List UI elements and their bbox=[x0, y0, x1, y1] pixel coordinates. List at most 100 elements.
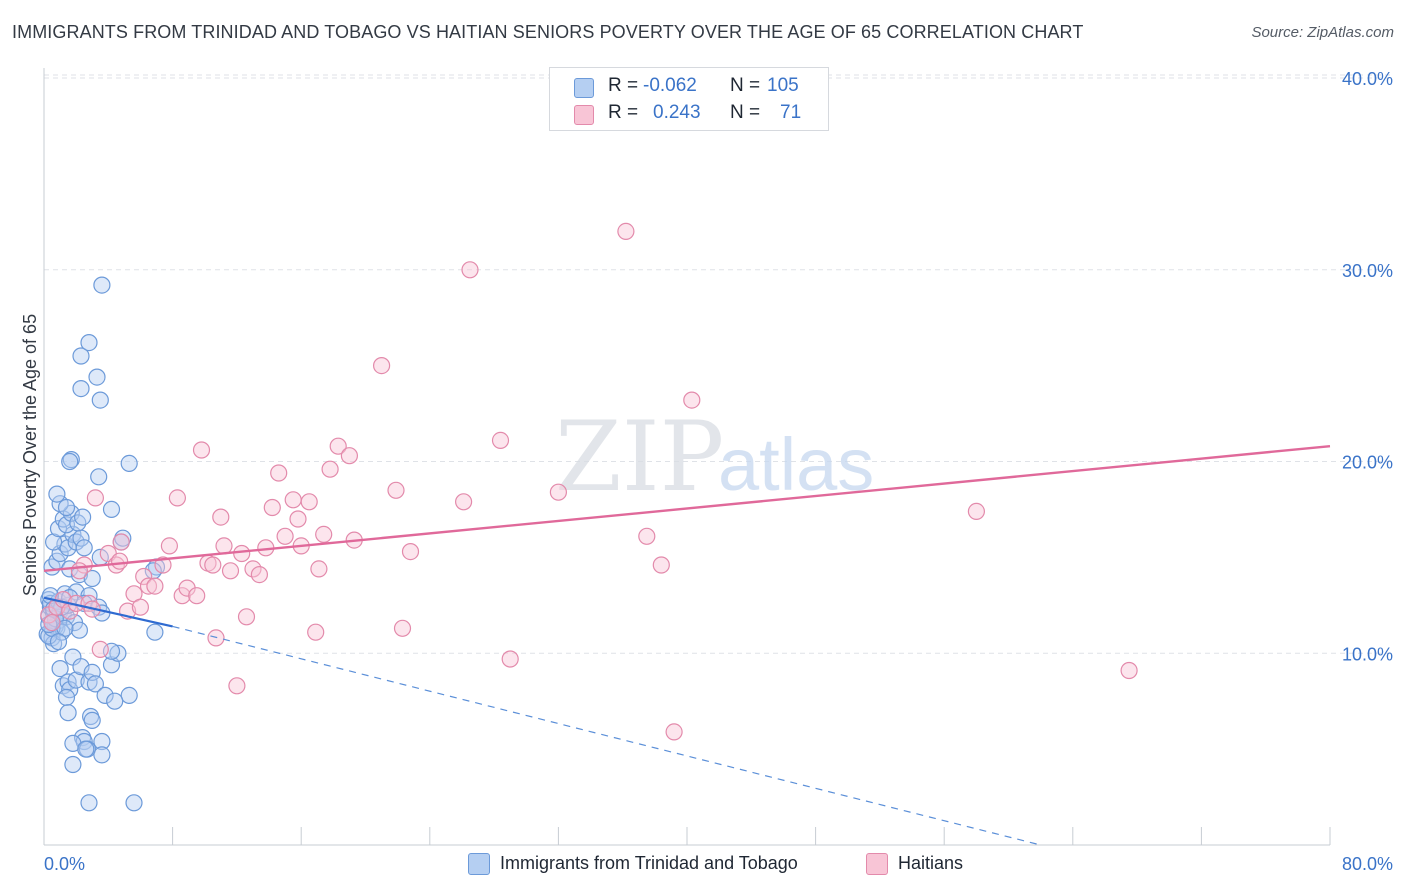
chart-title: IMMIGRANTS FROM TRINIDAD AND TOBAGO VS H… bbox=[12, 22, 1084, 42]
y-tick-label: 20.0% bbox=[1342, 453, 1393, 473]
data-point bbox=[80, 794, 98, 812]
watermark-zip: ZIP bbox=[555, 401, 724, 513]
data-point bbox=[212, 508, 230, 526]
data-point bbox=[160, 537, 178, 555]
data-point bbox=[1120, 661, 1138, 680]
trend-layer bbox=[43, 444, 1331, 846]
data-point bbox=[49, 633, 68, 651]
data-point bbox=[70, 621, 89, 639]
data-point bbox=[139, 577, 158, 595]
data-point bbox=[665, 723, 683, 741]
data-point bbox=[110, 552, 129, 570]
data-point bbox=[154, 556, 172, 574]
y-axis-label: Seniors Poverty Over the Age of 65 bbox=[20, 314, 40, 596]
tick-labels: 10.0% 20.0% 30.0% 40.0% 0.0% 80.0% bbox=[44, 69, 1393, 874]
data-point bbox=[393, 619, 412, 637]
trend-line-haitians bbox=[43, 444, 1331, 572]
data-point bbox=[221, 562, 240, 580]
legend-r-label: R = bbox=[608, 102, 639, 123]
data-point bbox=[146, 577, 164, 595]
trend-line-trinidad bbox=[43, 596, 173, 628]
data-point bbox=[64, 755, 82, 774]
series-0 bbox=[38, 276, 166, 812]
data-point bbox=[373, 357, 391, 375]
data-point bbox=[549, 483, 568, 501]
series-1 bbox=[40, 222, 1138, 741]
x-tick-label: 80.0% bbox=[1342, 854, 1393, 874]
data-point bbox=[146, 623, 164, 641]
data-point bbox=[310, 560, 328, 578]
data-point bbox=[204, 556, 222, 574]
data-point bbox=[192, 441, 211, 459]
watermark: ZIP atlas bbox=[555, 401, 874, 513]
legend-row-trinidad: R = -0.062 N = 105 bbox=[550, 73, 828, 101]
data-point bbox=[967, 502, 986, 520]
data-point bbox=[461, 261, 479, 279]
bottom-legend-label: Immigrants from Trinidad and Tobago bbox=[500, 853, 798, 873]
legend-r-label: R = bbox=[608, 75, 639, 96]
data-point bbox=[75, 539, 93, 557]
data-point bbox=[455, 493, 473, 511]
data-point bbox=[135, 567, 153, 586]
legend-row-haitians: R = 0.243 N = 71 bbox=[550, 100, 828, 128]
data-point bbox=[93, 732, 111, 751]
data-point bbox=[131, 598, 149, 616]
data-point bbox=[109, 644, 127, 662]
data-point bbox=[72, 658, 90, 676]
data-point bbox=[125, 794, 143, 812]
data-point bbox=[289, 510, 307, 528]
data-point bbox=[168, 489, 186, 507]
data-point bbox=[340, 447, 358, 465]
legend-n-value: 71 bbox=[780, 102, 802, 123]
data-point bbox=[86, 489, 105, 507]
data-point bbox=[83, 569, 101, 588]
data-point bbox=[401, 542, 420, 561]
legend-swatch-trinidad bbox=[574, 78, 594, 98]
y-tick-label: 40.0% bbox=[1342, 69, 1393, 89]
data-point bbox=[300, 493, 318, 511]
data-point bbox=[80, 334, 98, 352]
data-point bbox=[387, 481, 405, 499]
stats-legend: R = -0.062 N = 105 R = 0.243 N = 71 bbox=[549, 67, 829, 131]
data-point bbox=[120, 686, 138, 705]
trend-line-trinidad-extension bbox=[172, 625, 1041, 846]
data-point bbox=[88, 368, 106, 386]
data-point bbox=[683, 391, 701, 409]
legend-n-label: N = bbox=[730, 75, 761, 96]
axes bbox=[43, 68, 1331, 846]
legend-n-value: 105 bbox=[767, 75, 799, 96]
data-point bbox=[48, 485, 66, 503]
y-tick-label: 10.0% bbox=[1342, 644, 1393, 664]
data-point bbox=[276, 527, 294, 545]
data-point bbox=[321, 460, 339, 478]
data-point bbox=[284, 491, 302, 509]
data-point bbox=[83, 711, 101, 730]
data-point bbox=[67, 671, 85, 689]
data-point bbox=[49, 519, 68, 538]
data-point bbox=[91, 640, 109, 659]
source-label: Source: ZipAtlas.com bbox=[1251, 24, 1394, 41]
data-point bbox=[93, 276, 111, 294]
legend-swatch-haitians bbox=[574, 105, 594, 125]
bottom-legend-label: Haitians bbox=[898, 853, 964, 873]
data-point bbox=[102, 500, 121, 518]
data-point bbox=[188, 587, 206, 605]
data-point bbox=[329, 437, 347, 455]
data-point bbox=[215, 537, 233, 555]
data-point bbox=[44, 533, 63, 551]
data-point bbox=[59, 704, 77, 722]
data-point bbox=[77, 740, 95, 758]
bottom-legend-swatch-trinidad bbox=[468, 853, 490, 875]
data-point bbox=[120, 454, 138, 472]
legend-r-value: 0.243 bbox=[653, 102, 701, 123]
data-point bbox=[57, 498, 76, 517]
data-point bbox=[73, 508, 92, 526]
data-point bbox=[91, 391, 109, 409]
data-point bbox=[617, 222, 635, 240]
data-point bbox=[501, 650, 519, 668]
data-point bbox=[491, 431, 510, 449]
legend-n-label: N = bbox=[730, 102, 761, 123]
data-point bbox=[96, 686, 114, 705]
bottom-legend-swatch-haitians bbox=[866, 853, 888, 875]
